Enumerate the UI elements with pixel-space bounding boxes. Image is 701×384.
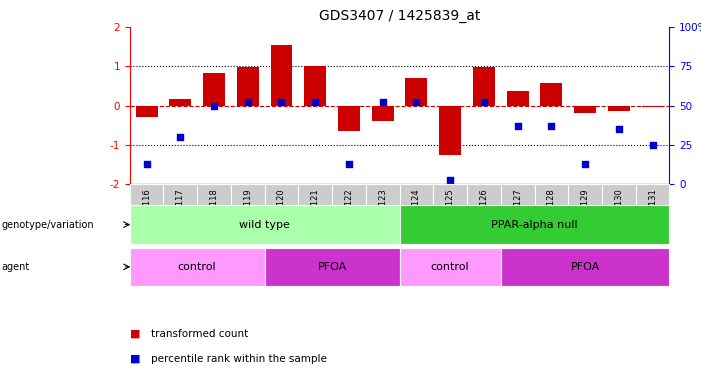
Bar <box>641 106 664 107</box>
Text: GSM247125: GSM247125 <box>446 189 455 239</box>
Text: ■: ■ <box>130 354 140 364</box>
Text: GSM247131: GSM247131 <box>648 189 657 239</box>
Bar <box>332 184 366 236</box>
Bar <box>507 91 529 106</box>
Point <box>343 161 355 167</box>
Text: control: control <box>178 262 217 272</box>
Bar <box>569 184 602 236</box>
Point <box>377 99 388 106</box>
Bar <box>501 184 535 236</box>
Point <box>310 99 321 106</box>
Text: GSM247124: GSM247124 <box>412 189 421 239</box>
Text: genotype/variation: genotype/variation <box>1 220 94 230</box>
Bar <box>535 184 569 236</box>
Bar <box>574 106 596 113</box>
Bar <box>299 184 332 236</box>
Bar <box>400 184 433 236</box>
Bar <box>237 68 259 106</box>
Point <box>512 123 523 129</box>
Point <box>444 177 456 183</box>
Bar <box>440 106 461 155</box>
Text: GSM247128: GSM247128 <box>547 189 556 239</box>
Bar <box>473 68 495 106</box>
Bar <box>433 184 467 236</box>
Bar <box>400 205 669 244</box>
Text: percentile rank within the sample: percentile rank within the sample <box>151 354 327 364</box>
Text: GSM247121: GSM247121 <box>311 189 320 239</box>
Text: agent: agent <box>1 262 29 272</box>
Bar <box>338 106 360 131</box>
Text: PFOA: PFOA <box>571 262 600 272</box>
Bar <box>135 106 158 117</box>
Text: GSM247127: GSM247127 <box>513 189 522 239</box>
Point <box>546 123 557 129</box>
Bar <box>231 184 265 236</box>
Point <box>208 103 219 109</box>
Point <box>613 126 625 132</box>
Bar <box>636 184 669 236</box>
Text: GSM247116: GSM247116 <box>142 189 151 239</box>
Bar <box>602 184 636 236</box>
Bar <box>130 248 265 286</box>
Text: ■: ■ <box>130 329 140 339</box>
Bar <box>366 184 400 236</box>
Bar <box>203 73 225 106</box>
Bar <box>501 248 669 286</box>
Text: GSM247126: GSM247126 <box>479 189 489 239</box>
Point <box>242 99 253 106</box>
Bar <box>467 184 501 236</box>
Bar <box>540 83 562 106</box>
Point <box>478 99 489 106</box>
Text: GSM247123: GSM247123 <box>379 189 387 239</box>
Point <box>580 161 591 167</box>
Point <box>141 161 152 167</box>
Bar <box>197 184 231 236</box>
Text: GSM247120: GSM247120 <box>277 189 286 239</box>
Text: GSM247119: GSM247119 <box>243 189 252 239</box>
Text: GSM247130: GSM247130 <box>614 189 623 239</box>
Bar <box>130 184 163 236</box>
Text: GSM247122: GSM247122 <box>344 189 353 239</box>
Point <box>647 142 658 148</box>
Text: PFOA: PFOA <box>318 262 347 272</box>
Text: PPAR-alpha null: PPAR-alpha null <box>491 220 578 230</box>
Bar <box>170 99 191 106</box>
Point <box>175 134 186 140</box>
Text: control: control <box>431 262 470 272</box>
Bar <box>405 78 428 106</box>
Text: GSM247129: GSM247129 <box>580 189 590 239</box>
Text: transformed count: transformed count <box>151 329 248 339</box>
Bar <box>608 106 629 111</box>
Bar <box>265 184 299 236</box>
Bar <box>163 184 197 236</box>
Bar <box>304 66 326 106</box>
Text: GSM247118: GSM247118 <box>210 189 219 239</box>
Bar <box>130 205 400 244</box>
Text: wild type: wild type <box>239 220 290 230</box>
Point <box>411 99 422 106</box>
Text: GSM247117: GSM247117 <box>176 189 185 239</box>
Point <box>276 99 287 106</box>
Bar <box>400 248 501 286</box>
Bar <box>265 248 400 286</box>
Bar <box>372 106 394 121</box>
Bar <box>271 45 292 106</box>
Title: GDS3407 / 1425839_at: GDS3407 / 1425839_at <box>319 9 480 23</box>
